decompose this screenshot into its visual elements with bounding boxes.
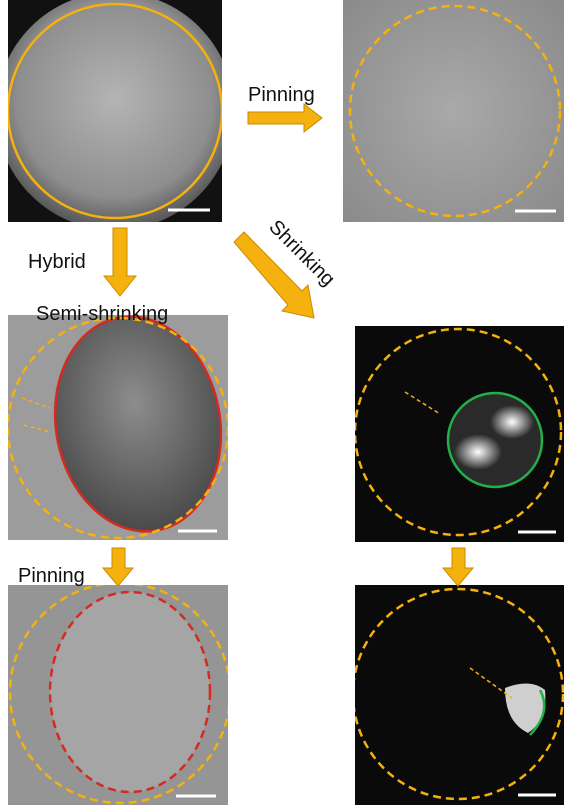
- panel-shrinking: [355, 326, 564, 542]
- arrow-diagonal: [233, 231, 315, 319]
- panel-initial: [8, 0, 222, 222]
- label: Pinning: [18, 565, 85, 587]
- panel-pinning: [343, 0, 564, 222]
- arrow-right: [247, 102, 323, 134]
- arrow-down: [441, 547, 475, 587]
- label: Semi-shrinking: [36, 303, 168, 325]
- label: Hybrid: [28, 251, 86, 273]
- panel-semi-shrinking: [8, 315, 228, 540]
- panel-pinning-hybrid: [8, 585, 228, 805]
- panel-final: [355, 585, 564, 805]
- label: Pinning: [248, 84, 315, 106]
- arrow-down: [101, 547, 135, 587]
- arrow-down: [102, 227, 138, 297]
